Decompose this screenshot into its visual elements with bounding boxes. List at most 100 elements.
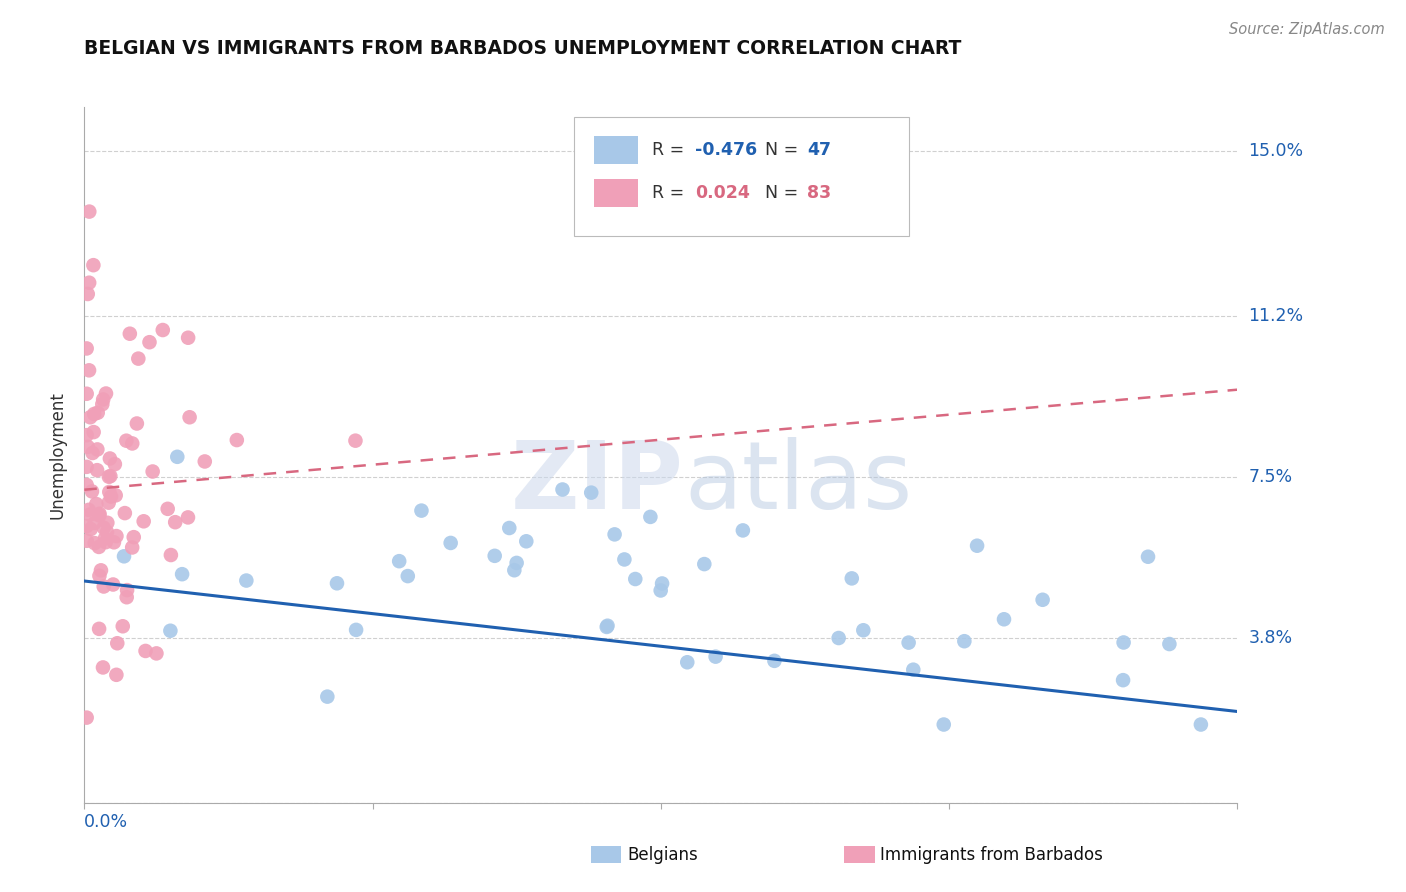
Point [76,342,98,356]
Point [77,503,100,517]
Point [77,363,100,377]
Point [76,519,98,533]
Point [852,624,875,638]
Point [103,535,125,549]
Point [111,619,134,633]
Point [76,386,98,401]
Point [89,569,111,583]
Point [624,572,647,586]
Point [105,636,128,650]
Point [903,663,925,677]
Point [97,496,120,510]
Point [693,557,716,571]
Point [76,478,98,492]
Point [613,552,636,566]
Point [76,711,98,725]
Point [122,530,145,544]
Text: N =: N = [765,141,803,159]
Point [98,451,121,466]
Point [515,534,537,549]
Point [121,541,143,555]
Point [194,454,217,468]
Point [93,521,115,535]
Point [83,425,105,439]
Point [115,591,138,605]
Point [114,506,136,520]
Point [115,434,138,448]
Point [966,539,988,553]
Point [503,563,526,577]
Point [98,485,121,500]
Point [581,485,603,500]
Point [112,549,135,564]
Point [87,406,110,420]
Point [160,548,183,562]
Point [82,446,104,460]
Text: Source: ZipAtlas.com: Source: ZipAtlas.com [1229,22,1385,37]
Point [105,668,128,682]
Point [676,655,699,669]
Point [89,507,111,521]
Point [344,623,367,637]
Text: 0.0%: 0.0% [84,813,128,830]
Point [932,717,955,731]
Point [1112,673,1135,688]
Text: -0.476: -0.476 [696,141,758,159]
Point [505,556,527,570]
Point [156,501,179,516]
Point [94,535,117,549]
Text: atlas: atlas [683,437,912,529]
Text: 47: 47 [807,141,831,159]
Point [97,469,120,483]
Point [1159,637,1181,651]
Point [118,326,141,341]
Point [731,524,754,538]
Text: 15.0%: 15.0% [1249,142,1303,160]
Point [80,484,103,499]
Point [841,571,863,585]
Point [596,618,619,632]
Point [172,567,194,582]
Text: 3.8%: 3.8% [1249,629,1292,647]
Point [1112,635,1135,649]
Point [91,397,114,411]
Point [89,508,111,523]
Point [235,574,257,588]
Point [77,204,100,219]
Point [651,576,673,591]
Point [84,497,107,511]
Point [104,457,127,471]
Point [135,644,157,658]
Point [101,577,124,591]
Point [98,469,121,483]
Text: Immigrants from Barbados: Immigrants from Barbados [880,846,1104,863]
Point [650,583,672,598]
Point [316,690,339,704]
Point [105,529,128,543]
Point [94,532,117,546]
Point [177,331,200,345]
Point [953,634,976,648]
Point [100,490,122,504]
Point [498,521,520,535]
Point [142,465,165,479]
Point [76,459,98,474]
Text: R =: R = [651,141,689,159]
Text: 11.2%: 11.2% [1249,307,1303,325]
Point [152,323,174,337]
Text: ZIP: ZIP [510,437,683,529]
Point [165,515,187,529]
Point [326,576,349,591]
Point [83,516,105,530]
Point [76,440,98,454]
Text: N =: N = [765,185,803,202]
Point [344,434,367,448]
Point [640,509,662,524]
Point [1189,717,1212,731]
Point [94,386,117,401]
Point [104,488,127,502]
Bar [593,179,638,207]
Point [177,510,200,524]
Point [96,525,118,540]
Point [603,527,626,541]
